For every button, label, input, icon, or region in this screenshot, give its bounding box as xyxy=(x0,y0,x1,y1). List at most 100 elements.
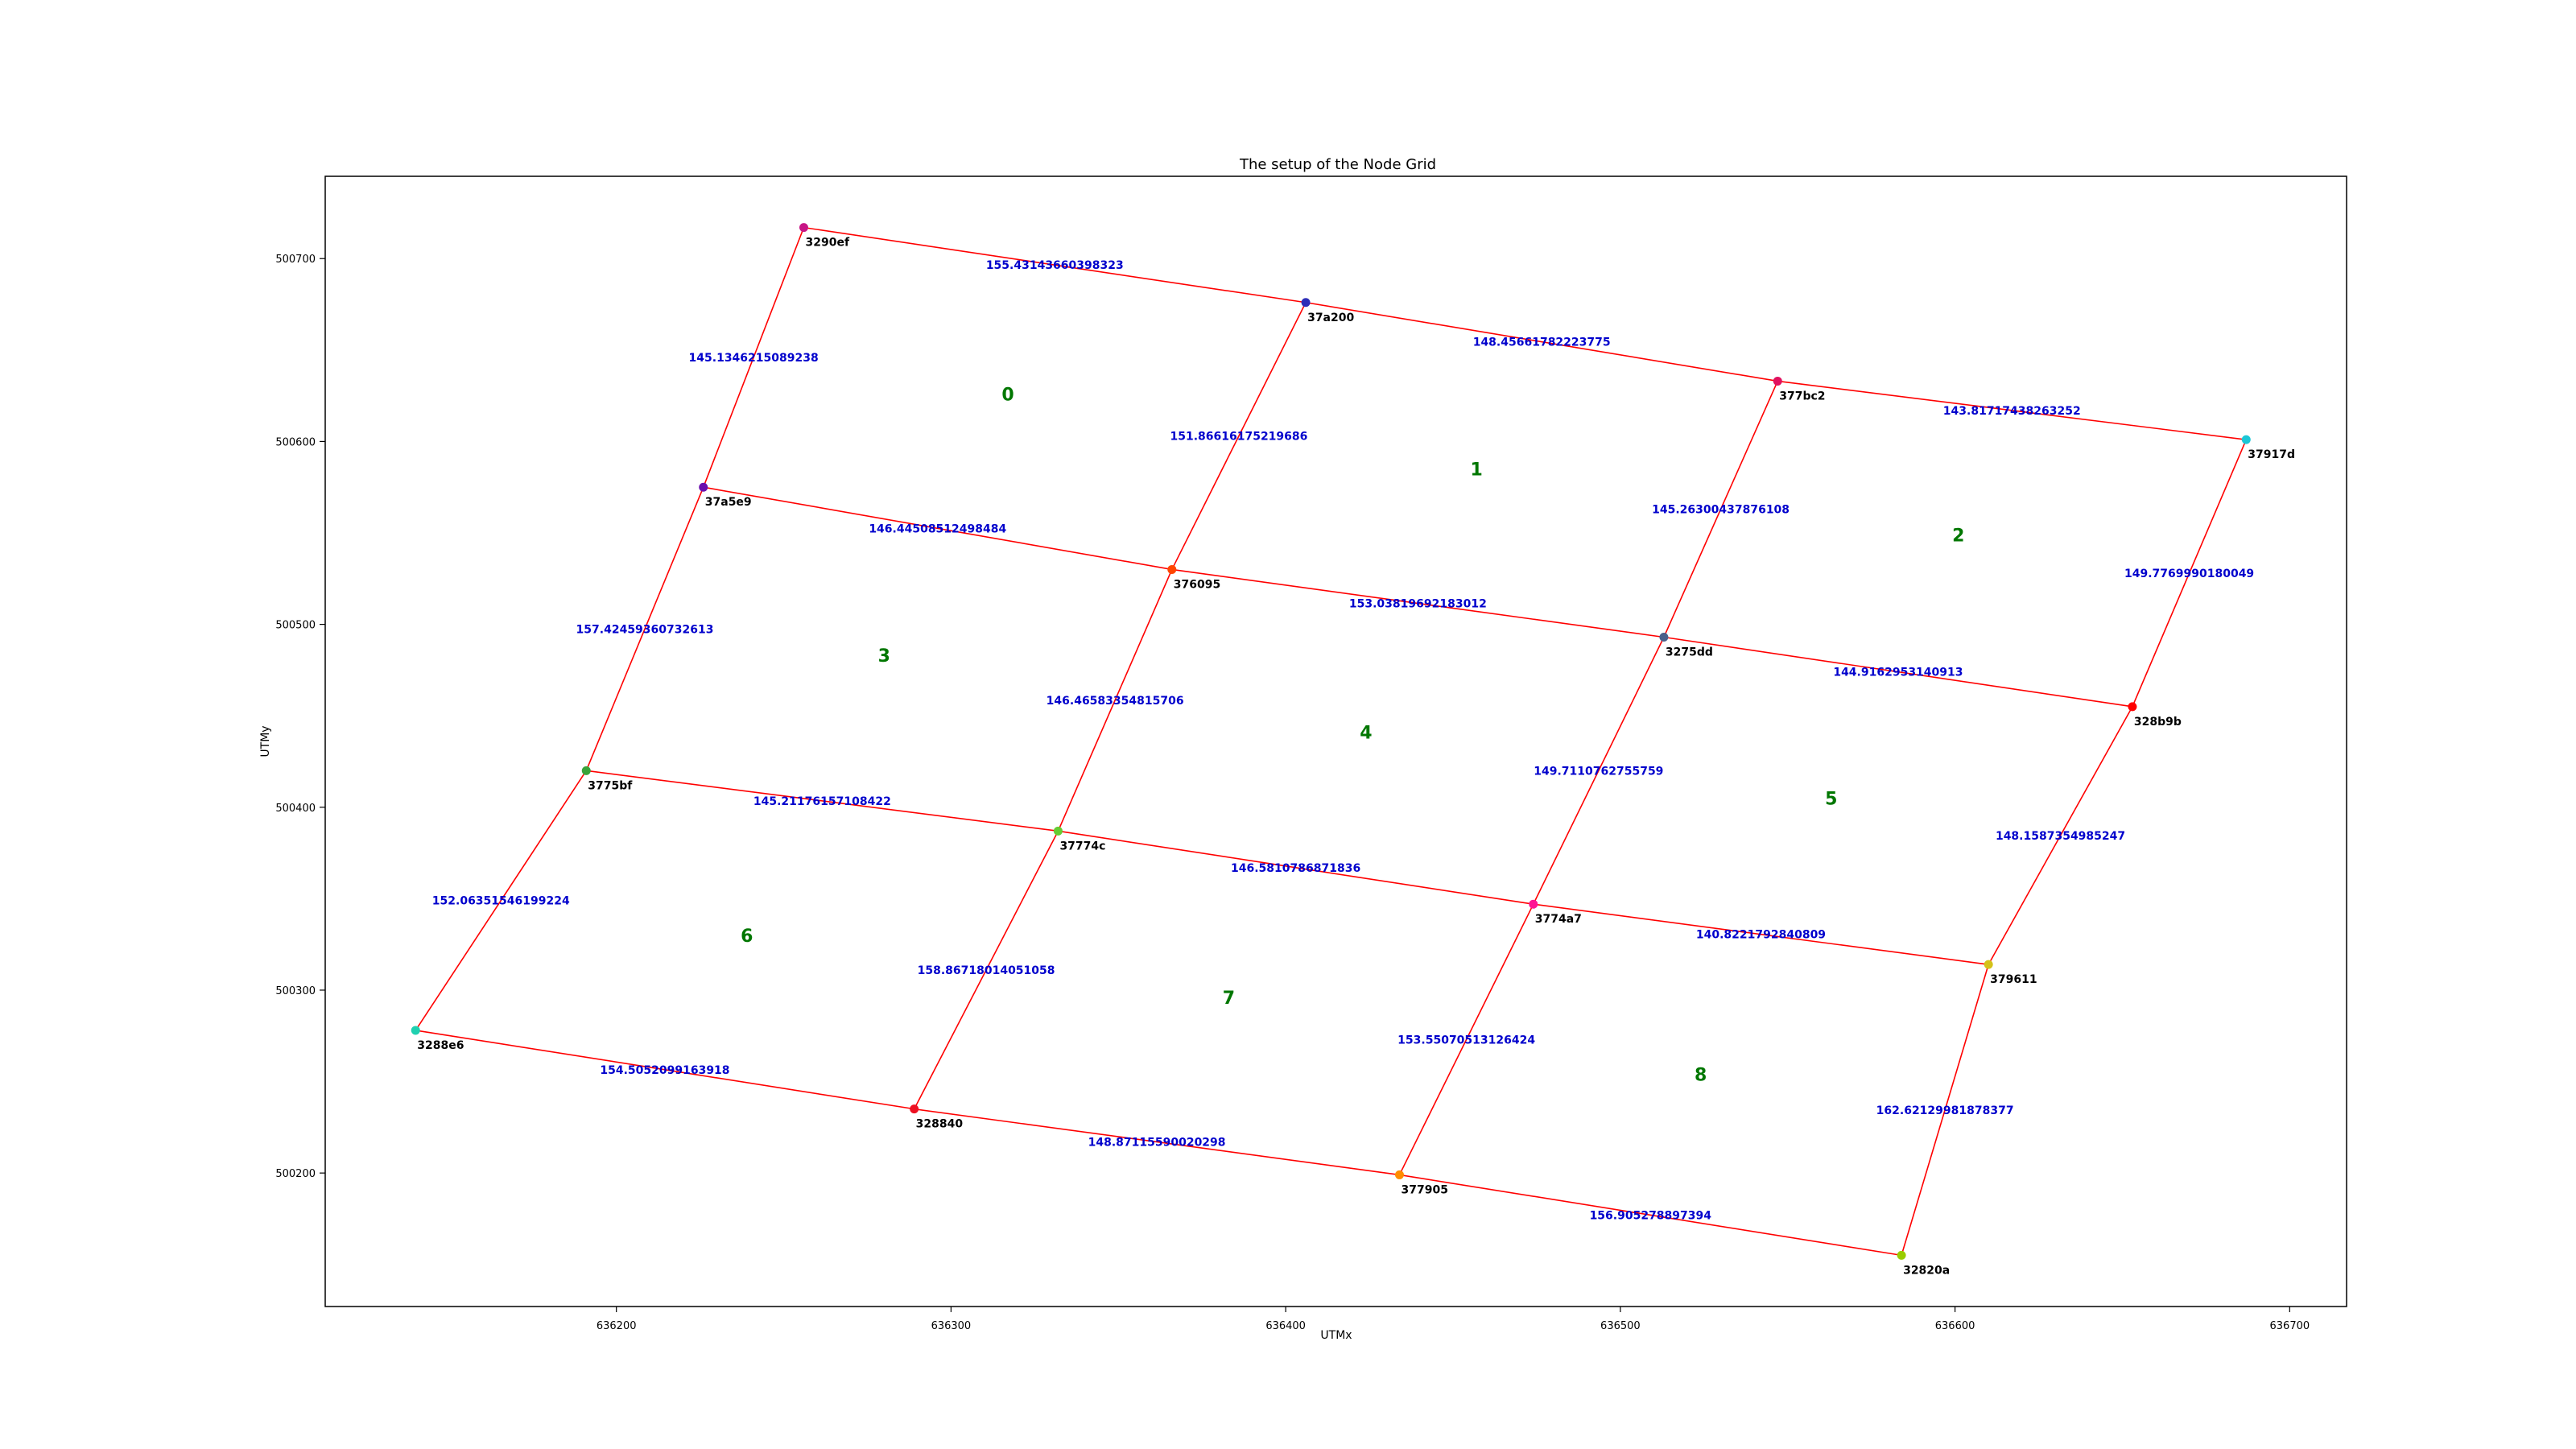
y-tick-label: 500700 xyxy=(275,254,316,266)
node-point xyxy=(910,1104,919,1114)
edge-length-label: 148.1587354985247 xyxy=(1996,830,2125,843)
node-point xyxy=(1167,564,1177,574)
grid-edge xyxy=(914,1108,1400,1176)
grid-edge xyxy=(1398,903,1534,1175)
edge-length-label: 158.86718014051058 xyxy=(918,964,1055,977)
edge-length-label: 148.45661782223775 xyxy=(1473,336,1611,349)
grid-edge xyxy=(1057,569,1173,832)
edge-length-label: 155.43143660398323 xyxy=(986,259,1124,272)
edge-length-label: 140.8221792840809 xyxy=(1696,929,1826,942)
node-label: 328840 xyxy=(916,1118,964,1131)
x-tick-label: 636600 xyxy=(1935,1320,1975,1332)
edge-length-label: 157.42459360732613 xyxy=(576,623,714,636)
cell-label: 5 xyxy=(1825,789,1837,809)
grid-edge xyxy=(913,830,1059,1110)
edge-length-label: 145.21176157108422 xyxy=(753,795,891,808)
cell-label: 1 xyxy=(1470,460,1482,480)
edge-length-label: 145.1346215089238 xyxy=(689,352,819,365)
grid-edge xyxy=(703,486,1172,571)
grid-edge xyxy=(2132,439,2248,708)
edge-length-label: 149.7110762755759 xyxy=(1534,765,1663,778)
grid-edge xyxy=(1988,706,2133,965)
y-tick-label: 500200 xyxy=(275,1168,316,1180)
edge-length-label: 151.86616175219686 xyxy=(1170,431,1307,444)
x-tick-label: 636400 xyxy=(1265,1320,1306,1332)
node-label: 3290ef xyxy=(805,237,849,250)
grid-edge xyxy=(1533,637,1665,905)
edge-length-label: 145.26300437876108 xyxy=(1652,503,1790,516)
cell-label: 3 xyxy=(878,646,890,667)
node-point xyxy=(699,482,708,492)
node-label: 37a5e9 xyxy=(705,496,752,509)
node-point xyxy=(1773,376,1782,386)
node-point xyxy=(1659,633,1669,642)
node-point xyxy=(1394,1170,1404,1179)
grid-edge xyxy=(1777,380,2247,440)
node-point xyxy=(1529,899,1538,909)
grid-edge xyxy=(1533,903,1989,965)
plot-frame xyxy=(324,175,2347,1307)
edge-length-label: 146.46583354815706 xyxy=(1046,695,1184,708)
grid-edge xyxy=(1663,636,2133,708)
edge-length-label: 144.9162953140913 xyxy=(1833,667,1963,679)
cell-label: 8 xyxy=(1695,1065,1707,1085)
node-point xyxy=(2241,435,2251,444)
edge-length-label: 148.87115590020298 xyxy=(1088,1137,1226,1150)
grid-edge xyxy=(1399,1174,1902,1257)
node-label: 32820a xyxy=(1903,1264,1950,1277)
y-tick-label: 500500 xyxy=(275,620,316,632)
node-label: 379611 xyxy=(1990,973,2037,986)
edge-length-label: 143.81717438263252 xyxy=(1943,405,2081,418)
node-point xyxy=(1984,960,1993,969)
node-label: 3288e6 xyxy=(417,1039,464,1052)
grid-edge xyxy=(803,226,1307,303)
node-label: 3775bf xyxy=(588,779,633,792)
edge-length-label: 156.905278897394 xyxy=(1590,1209,1712,1222)
chart-title: The setup of the Node Grid xyxy=(1239,156,1436,173)
node-point xyxy=(1301,298,1311,308)
node-label: 37917d xyxy=(2248,448,2295,461)
cell-label: 2 xyxy=(1952,526,1964,546)
node-point xyxy=(799,223,808,233)
grid-edge xyxy=(703,227,805,488)
edge-length-label: 146.5810786871836 xyxy=(1231,862,1360,875)
y-tick-label: 500400 xyxy=(275,803,316,815)
node-point xyxy=(2128,702,2137,712)
grid-edge xyxy=(1058,830,1534,905)
x-tick-label: 636500 xyxy=(1600,1320,1641,1332)
node-label: 3774a7 xyxy=(1535,913,1582,926)
y-axis-label: UTMy xyxy=(259,725,272,757)
grid-edge xyxy=(1305,301,1778,382)
grid-edge xyxy=(415,1030,914,1110)
x-tick-label: 636300 xyxy=(931,1320,972,1332)
node-point xyxy=(581,766,591,775)
node-label: 37774c xyxy=(1059,840,1105,852)
cell-label: 4 xyxy=(1360,724,1372,744)
node-label: 376095 xyxy=(1174,578,1220,591)
edge-length-label: 154.5052099163918 xyxy=(600,1064,729,1077)
x-tick-label: 636700 xyxy=(2270,1320,2310,1332)
node-label: 3275dd xyxy=(1666,646,1713,659)
cell-label: 6 xyxy=(741,927,753,947)
node-label: 37a200 xyxy=(1307,312,1354,324)
x-tick-label: 636200 xyxy=(597,1320,637,1332)
grid-edge xyxy=(415,770,587,1031)
grid-edge xyxy=(1171,302,1307,570)
edge-length-label: 153.55070513126424 xyxy=(1397,1034,1535,1046)
grid-edge xyxy=(1663,381,1778,638)
cell-label: 7 xyxy=(1223,989,1235,1009)
node-label: 377bc2 xyxy=(1779,390,1825,402)
node-label: 377905 xyxy=(1401,1183,1447,1196)
grid-edge xyxy=(1901,964,1989,1256)
node-point xyxy=(1053,826,1063,836)
edge-length-label: 149.7769990180049 xyxy=(2124,568,2254,580)
cell-label: 0 xyxy=(1001,385,1013,405)
node-label: 328b9b xyxy=(2134,716,2182,729)
edge-length-label: 146.44508512498484 xyxy=(869,522,1006,535)
y-tick-label: 500600 xyxy=(275,436,316,448)
grid-edge xyxy=(585,486,704,771)
grid-edge xyxy=(1171,568,1665,638)
node-point xyxy=(1897,1250,1906,1260)
edge-length-label: 162.62129981878377 xyxy=(1876,1104,2014,1117)
